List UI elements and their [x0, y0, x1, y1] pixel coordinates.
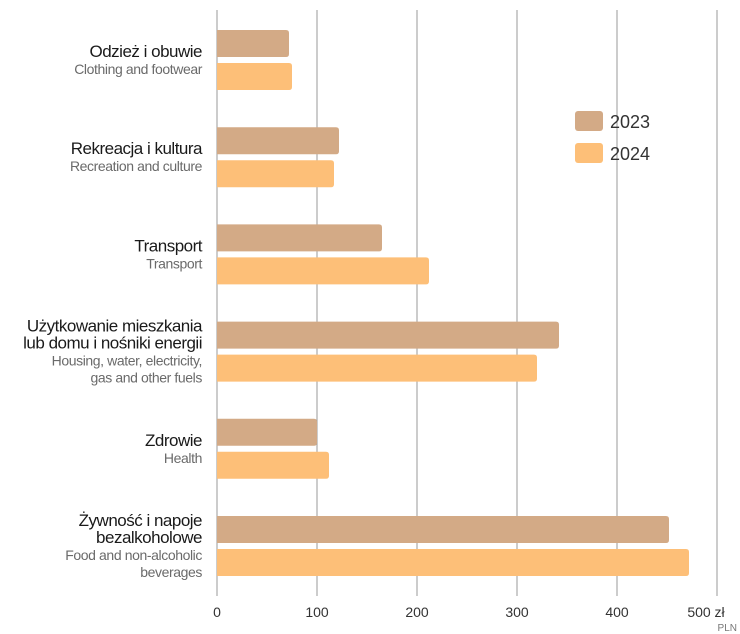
- x-tick-label: 300: [505, 604, 529, 620]
- bar-2024-5: [217, 451, 329, 479]
- category-label-pl: bezalkoholowe: [96, 528, 202, 547]
- legend-label-2023: 2023: [610, 112, 650, 132]
- category-label-pl: Użytkowanie mieszkania: [27, 317, 203, 336]
- x-tick-label: 500 zł: [687, 604, 725, 620]
- x-tick-label: 100: [305, 604, 329, 620]
- bar-2024-2: [217, 160, 334, 188]
- category-label-en: Transport: [146, 255, 202, 271]
- category-label-pl: Odzież i obuwie: [89, 42, 202, 61]
- bar-2024-4: [217, 354, 537, 382]
- category-label-en: Housing, water, electricity,: [52, 353, 202, 369]
- x-axis-ticks: 0 100 200 300 400 500 zł PLN: [213, 604, 737, 634]
- bar-2023-5: [217, 418, 317, 446]
- bar-2024-1: [217, 63, 292, 90]
- x-tick-label: 200: [405, 604, 429, 620]
- category-label-en: gas and other fuels: [91, 370, 203, 386]
- category-label-pl: Rekreacja i kultura: [71, 139, 203, 158]
- gridlines: [216, 10, 718, 596]
- bar-2024-3: [217, 257, 429, 285]
- bar-2023-6: [217, 516, 669, 543]
- legend-swatch-2023: [575, 111, 603, 131]
- category-label-en: beverages: [140, 564, 202, 580]
- category-label-en: Health: [164, 450, 202, 466]
- category-label-en: Food and non-alcoholic: [65, 547, 202, 563]
- bar-2023-3: [217, 224, 382, 252]
- category-label-pl: lub domu i nośniki energii: [23, 334, 202, 353]
- legend-swatch-2024: [575, 143, 603, 163]
- unit-label-secondary: PLN: [718, 623, 737, 634]
- bar-2023-1: [217, 30, 289, 57]
- x-tick-label: 0: [213, 604, 221, 620]
- bar-2024-6: [217, 549, 689, 576]
- category-label-pl: Transport: [134, 236, 202, 255]
- x-tick-label: 400: [605, 604, 629, 620]
- bar-2023-2: [217, 127, 339, 155]
- bar-2023-4: [217, 321, 559, 349]
- bars: [217, 30, 689, 576]
- category-label-en: Recreation and culture: [70, 158, 203, 174]
- legend-label-2024: 2024: [610, 144, 650, 164]
- category-label-pl: Żywność i napoje: [79, 511, 202, 530]
- category-label-pl: Zdrowie: [145, 431, 202, 450]
- legend: 2023 2024: [575, 111, 650, 164]
- category-label-en: Clothing and footwear: [74, 61, 203, 77]
